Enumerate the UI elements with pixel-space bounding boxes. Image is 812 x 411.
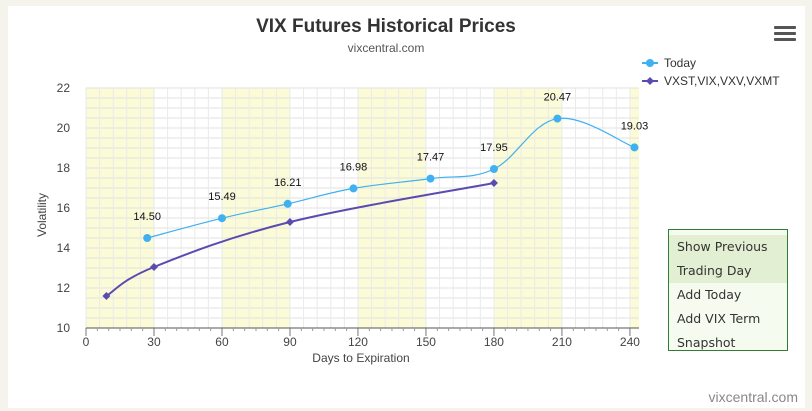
data-point xyxy=(143,234,152,242)
x-tick-label: 30 xyxy=(147,335,161,349)
x-tick-label: 120 xyxy=(348,335,368,349)
chart-panel: VIX Futures Historical Prices vixcentral… xyxy=(8,6,805,408)
side-menu: Show Previous Trading Day Add Today Add … xyxy=(668,229,788,351)
menu-bar xyxy=(774,26,796,29)
y-tick-label: 14 xyxy=(57,241,71,255)
y-tick-label: 16 xyxy=(57,201,71,215)
x-tick-label: 60 xyxy=(215,335,229,349)
add-today-button[interactable]: Add Today xyxy=(677,287,742,302)
data-label: 17.95 xyxy=(480,142,508,154)
data-label: 20.47 xyxy=(544,92,572,104)
legend-label: VXST,VIX,VXV,VXMT xyxy=(664,74,780,88)
legend[interactable]: Today VXST,VIX,VXV,VXMT xyxy=(642,56,780,88)
legend-marker xyxy=(646,77,654,85)
y-tick-label: 10 xyxy=(57,321,71,335)
y-tick-label: 22 xyxy=(57,81,71,95)
data-point xyxy=(489,179,498,187)
data-point xyxy=(489,165,498,173)
hamburger-menu-icon[interactable] xyxy=(774,26,796,46)
footer-credit[interactable]: vixcentral.com xyxy=(708,389,798,405)
x-tick-label: 180 xyxy=(484,335,504,349)
data-label: 16.98 xyxy=(340,161,368,173)
data-point xyxy=(149,263,158,271)
data-point xyxy=(283,199,292,208)
y-axis-title: Volatility xyxy=(35,193,49,237)
add-vix-term-snapshot-button[interactable]: Add VIX Term Snapshot xyxy=(677,311,761,350)
data-label: 17.47 xyxy=(417,152,445,164)
x-axis-title: Days to Expiration xyxy=(312,351,409,365)
y-tick-label: 18 xyxy=(57,161,71,175)
data-point xyxy=(630,143,639,152)
data-point xyxy=(553,114,562,123)
chart-subtitle: vixcentral.com xyxy=(348,41,425,55)
data-label: 15.49 xyxy=(208,191,236,203)
menu-bar xyxy=(774,32,796,35)
show-previous-trading-day-button[interactable]: Show Previous Trading Day xyxy=(669,235,787,283)
x-tick-label: 240 xyxy=(620,335,640,349)
x-tick-label: 90 xyxy=(283,335,297,349)
data-label: 14.50 xyxy=(133,211,161,223)
data-label: 19.03 xyxy=(621,120,649,132)
legend-marker xyxy=(646,59,654,67)
data-label: 16.21 xyxy=(274,177,302,189)
data-point xyxy=(217,214,226,223)
plot-area: 0 30 60 90 120 150 180 210 240 10 12 14 16 18 20 22 14.5… xyxy=(57,81,649,349)
x-tick-label: 0 xyxy=(83,335,90,349)
x-tick-label: 150 xyxy=(416,335,436,349)
data-point xyxy=(285,218,294,226)
chart-title: VIX Futures Historical Prices xyxy=(256,16,516,37)
series-line xyxy=(105,182,495,297)
data-point xyxy=(102,292,111,300)
data-point xyxy=(349,184,358,193)
y-tick-label: 20 xyxy=(57,121,71,135)
x-tick-label: 210 xyxy=(552,335,572,349)
data-point xyxy=(426,174,435,183)
chart-svg: VIX Futures Historical Prices vixcentral… xyxy=(35,16,780,365)
legend-label: Today xyxy=(664,56,696,70)
y-tick-label: 12 xyxy=(57,281,71,295)
menu-bar xyxy=(774,38,796,41)
